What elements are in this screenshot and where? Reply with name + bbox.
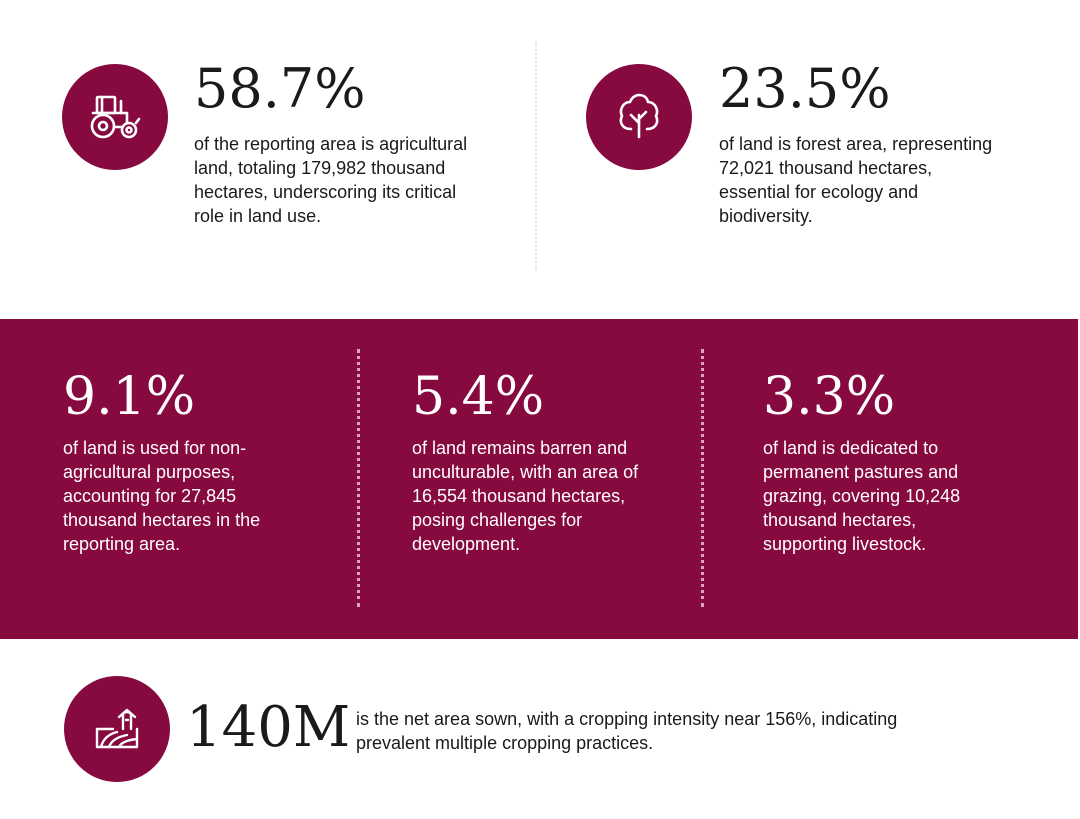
- forest-area-value: 23.5%: [719, 57, 891, 120]
- stats-band: 9.1% of land is used for non-agricultura…: [0, 319, 1078, 639]
- barren-land-value: 5.4%: [412, 367, 545, 427]
- tractor-icon: [90, 95, 141, 139]
- non-agricultural-description: of land is used for non-agricultural pur…: [63, 438, 261, 554]
- pastures-value: 3.3%: [763, 367, 896, 427]
- agricultural-land-value: 58.7%: [194, 57, 366, 120]
- non-agricultural-value: 9.1%: [63, 367, 196, 427]
- net-area-sown-description: is the net area sown, with a cropping in…: [356, 709, 898, 753]
- farm-field-icon-circle: [64, 676, 170, 782]
- tree-icon: [619, 93, 659, 139]
- farm-field-icon: [95, 708, 139, 749]
- tree-icon-circle: [586, 64, 692, 170]
- forest-area-description: of land is forest area, representing 72,…: [719, 134, 993, 226]
- barren-land-description: of land remains barren and unculturable,…: [412, 438, 639, 554]
- agricultural-land-description: of the reporting area is agricultural la…: [194, 134, 468, 226]
- band-divider-2: [701, 349, 704, 607]
- band-divider-1: [357, 349, 360, 607]
- net-area-sown-value: 140M: [186, 695, 351, 760]
- pastures-description: of land is dedicated to permanent pastur…: [763, 438, 961, 554]
- tractor-icon-circle: [62, 64, 168, 170]
- top-divider: [535, 42, 537, 270]
